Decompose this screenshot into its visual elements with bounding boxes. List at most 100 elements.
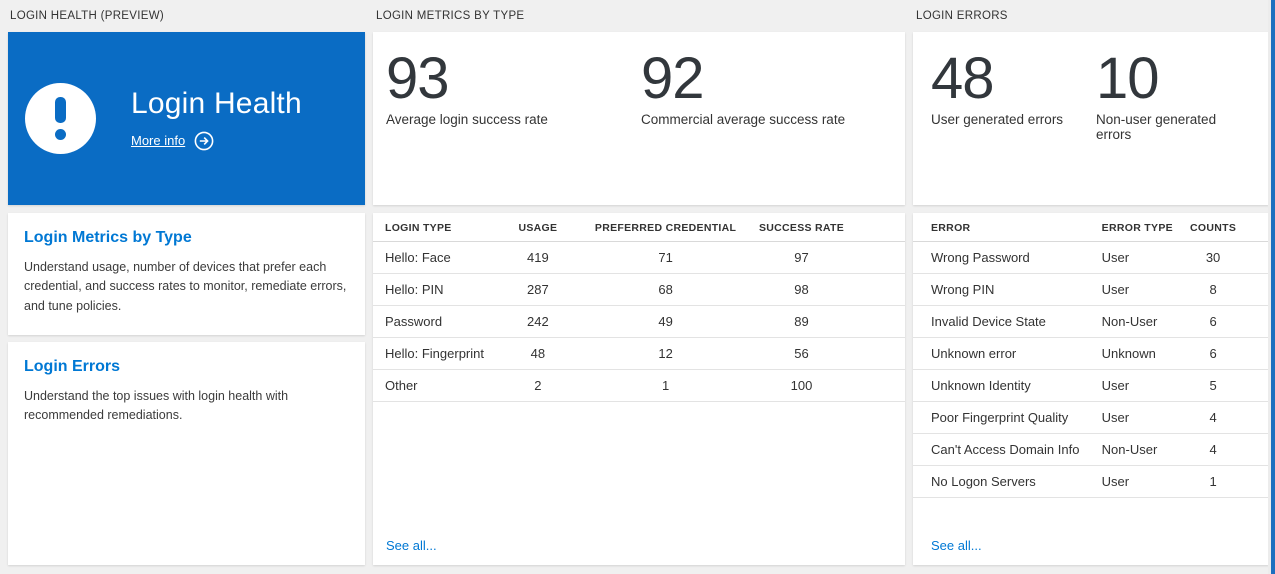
stat-label: Non-user generated errors [1096,112,1217,143]
table-row[interactable]: Can't Access Domain Info Non-User 4 [913,433,1269,466]
nav-card-login-errors[interactable]: Login Errors Understand the top issues w… [8,342,365,565]
table-row[interactable]: Unknown error Unknown 6 [913,337,1269,370]
table-row[interactable]: No Logon Servers User 1 [913,465,1269,498]
stat-label: Commercial average success rate [641,112,846,128]
table-cell: 6 [1187,305,1269,338]
stat-value: 92 [641,46,705,111]
login-metrics-table: LOGIN TYPE USAGE PREFERRED CREDENTIAL SUCCE… [373,213,905,402]
stat-label: Average login success rate [386,112,548,128]
table-cell: Poor Fingerprint Quality [913,401,1102,434]
column-header: SUCCESS RATE [756,213,905,242]
stat-value: 10 [1096,46,1160,111]
login-errors-panel: LOGIN ERRORS 48 User generated errors 10… [913,0,1269,565]
table-row[interactable]: Invalid Device State Non-User 6 [913,305,1269,338]
more-info-label: More info [131,133,186,148]
table-cell: Other [373,369,501,402]
nav-card-description: Understand usage, number of devices that… [24,260,347,313]
table-row[interactable]: Hello: Face 419 71 97 [373,241,905,274]
stat-value: 93 [386,46,450,111]
column-header: ERROR [913,213,1102,242]
table-cell: Unknown Identity [913,369,1102,402]
tile-title: Login Health [131,86,302,120]
panel-title-login-metrics: LOGIN METRICS BY TYPE [376,10,525,22]
table-cell: Hello: Face [373,241,501,274]
table-cell: 98 [756,273,905,306]
column-header: USAGE [500,213,576,242]
table-cell: 4 [1187,401,1269,434]
errors-table-card: ERROR ERROR TYPE COUNTS Wrong Password User 3… [913,213,1269,565]
table-cell: No Logon Servers [913,465,1102,498]
login-metrics-panel: LOGIN METRICS BY TYPE 93 Average login s… [373,0,905,565]
arrow-right-circle-icon [194,131,214,150]
table-header-row: LOGIN TYPE USAGE PREFERRED CREDENTIAL SUCCE… [373,213,905,242]
table-cell: Wrong PIN [913,273,1102,306]
table-cell: Can't Access Domain Info [913,433,1102,466]
panel-title-login-health: LOGIN HEALTH (PREVIEW) [10,10,164,22]
table-cell: 6 [1187,337,1269,370]
table-cell: 30 [1187,241,1269,274]
table-cell: 100 [756,369,905,402]
nav-card-title: Login Metrics by Type [24,229,192,246]
table-cell: 12 [575,337,757,370]
column-header: COUNTS [1187,213,1269,242]
table-row[interactable]: Other 2 1 100 [373,369,905,402]
table-cell: 56 [756,337,905,370]
table-cell: Unknown error [913,337,1102,370]
column-header: PREFERRED CREDENTIAL [575,213,757,242]
table-cell: 5 [1187,369,1269,402]
login-health-tile[interactable]: Login Health More info [8,32,365,205]
table-cell: 242 [500,305,576,338]
table-cell: User [1101,241,1188,274]
table-cell: 1 [1187,465,1269,498]
table-cell: 419 [500,241,576,274]
table-cell: 1 [575,369,757,402]
table-cell: 68 [575,273,757,306]
table-cell: 48 [500,337,576,370]
stat-label: User generated errors [931,112,1064,128]
table-cell: Wrong Password [913,241,1102,274]
table-row[interactable]: Unknown Identity User 5 [913,369,1269,402]
table-cell: 8 [1187,273,1269,306]
table-cell: 2 [500,369,576,402]
nav-card-login-metrics[interactable]: Login Metrics by Type Understand usage, … [8,213,365,335]
table-cell: 89 [756,305,905,338]
table-cell: Unknown [1101,337,1188,370]
table-row[interactable]: Wrong Password User 30 [913,241,1269,274]
metrics-stats-card: 93 Average login success rate 92 Commerc… [373,32,905,205]
nav-card-title: Login Errors [24,358,121,375]
table-row[interactable]: Poor Fingerprint Quality User 4 [913,401,1269,434]
table-cell: Hello: Fingerprint [373,337,501,370]
stat-user-errors: 48 User generated errors [931,49,1096,205]
see-all-link-metrics[interactable]: See all... [386,538,437,553]
table-cell: Non-User [1101,305,1188,338]
table-cell: 4 [1187,433,1269,466]
table-cell: Hello: PIN [373,273,501,306]
table-row[interactable]: Password 242 49 89 [373,305,905,338]
table-cell: 97 [756,241,905,274]
table-cell: User [1101,369,1188,402]
table-cell: 71 [575,241,757,274]
table-cell: Password [373,305,501,338]
login-errors-table: ERROR ERROR TYPE COUNTS Wrong Password User 3… [913,213,1269,498]
panel-title-login-errors: LOGIN ERRORS [916,10,1008,22]
column-header: ERROR TYPE [1101,213,1188,242]
table-cell: Non-User [1101,433,1188,466]
stat-non-user-errors: 10 Non-user generated errors [1096,46,1231,205]
nav-card-description: Understand the top issues with login hea… [24,389,289,423]
table-cell: User [1101,273,1188,306]
column-header: LOGIN TYPE [373,213,501,242]
see-all-link-errors[interactable]: See all... [931,538,982,553]
errors-stats-card: 48 User generated errors 10 Non-user gen… [913,32,1269,205]
table-cell: User [1101,465,1188,498]
table-cell: 49 [575,305,757,338]
table-row[interactable]: Wrong PIN User 8 [913,273,1269,306]
login-health-panel: LOGIN HEALTH (PREVIEW) Login Health More… [8,0,365,565]
exclamation-icon [25,83,96,154]
table-row[interactable]: Hello: PIN 287 68 98 [373,273,905,306]
more-info-link[interactable]: More info [131,131,214,151]
metrics-table-card: LOGIN TYPE USAGE PREFERRED CREDENTIAL SUCCE… [373,213,905,565]
table-cell: 287 [500,273,576,306]
stat-commercial-success-rate: 92 Commercial average success rate [641,46,846,205]
table-row[interactable]: Hello: Fingerprint 48 12 56 [373,337,905,370]
